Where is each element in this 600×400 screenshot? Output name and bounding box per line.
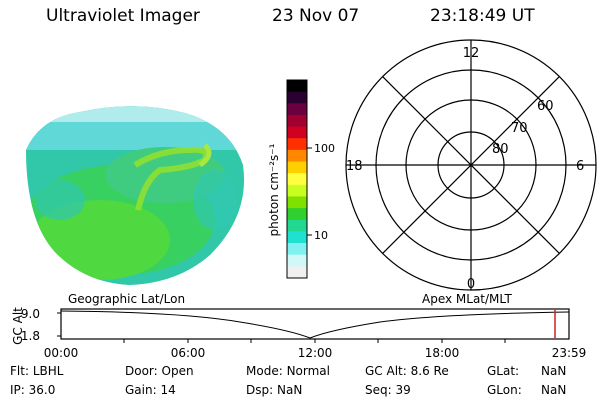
colorbar-cell — [287, 138, 307, 151]
colorbar-cell — [287, 91, 307, 104]
colorbar-cell — [287, 231, 307, 244]
uv-image — [26, 106, 245, 286]
colorbar-cell — [287, 219, 307, 232]
status-glon: GLon: — [487, 383, 522, 397]
date-label: 23 Nov 07 — [272, 6, 360, 26]
timeline-ytick: 9.0 — [21, 307, 40, 321]
status-gc-alt: GC Alt: 8.6 Re — [365, 364, 449, 378]
timeline-ytick: 1.8 — [21, 329, 40, 343]
colorbar-cell — [287, 103, 307, 116]
status-flt: Flt: LBHL — [10, 364, 64, 378]
colorbar-cell — [287, 243, 307, 256]
lat-label: 60 — [537, 99, 554, 114]
timeline-xtick: 23:59 — [552, 346, 587, 360]
lat-label: 70 — [511, 121, 528, 136]
colorbar-cell — [287, 196, 307, 209]
colorbar-cell — [287, 173, 307, 186]
timeline-ylabel: GC Alt — [11, 307, 25, 345]
timeline-right-title: Apex MLat/MLT — [422, 292, 512, 306]
instrument-title: Ultraviolet Imager — [46, 6, 200, 26]
status-seq: Seq: 39 — [365, 383, 411, 397]
status-glon-value: NaN — [541, 383, 567, 397]
colorbar-cell — [287, 149, 307, 163]
timeline-xtick: 00:00 — [44, 346, 79, 360]
colorbar-tick-label: 100 — [314, 142, 335, 155]
mlt-label: 12 — [463, 46, 480, 61]
colorbar-label: photon cm⁻²s⁻¹ — [267, 143, 281, 236]
time-label: 23:18:49 UT — [430, 6, 535, 26]
status-door: Door: Open — [125, 364, 194, 378]
timeline-xtick: 18:00 — [425, 346, 460, 360]
colorbar-cell — [287, 184, 307, 197]
colorbar-cell — [287, 161, 307, 174]
timeline-xtick: 12:00 — [298, 346, 333, 360]
colorbar-cell — [287, 208, 307, 221]
status-gain: Gain: 14 — [125, 383, 176, 397]
colorbar-cell — [287, 80, 307, 93]
status-ip: IP: 36.0 — [10, 383, 56, 397]
mlt-label: 6 — [576, 159, 584, 174]
colorbar-tick-label: 10 — [314, 229, 328, 242]
status-glat: GLat: — [487, 364, 520, 378]
colorbar-cell — [287, 114, 307, 128]
timeline-plot — [57, 308, 570, 343]
color-bar — [286, 79, 312, 279]
colorbar-cell — [287, 126, 307, 139]
lat-label: 80 — [492, 142, 509, 157]
status-glat-value: NaN — [541, 364, 567, 378]
colorbar-cell — [287, 254, 307, 267]
timeline-left-title: Geographic Lat/Lon — [68, 292, 185, 306]
timeline-xtick: 06:00 — [171, 346, 206, 360]
status-dsp: Dsp: NaN — [246, 383, 303, 397]
status-mode: Mode: Normal — [246, 364, 330, 378]
colorbar-cell — [287, 266, 307, 279]
mlt-label: 18 — [346, 159, 363, 174]
polar-grid — [345, 39, 597, 291]
mlt-label: 0 — [467, 277, 475, 292]
